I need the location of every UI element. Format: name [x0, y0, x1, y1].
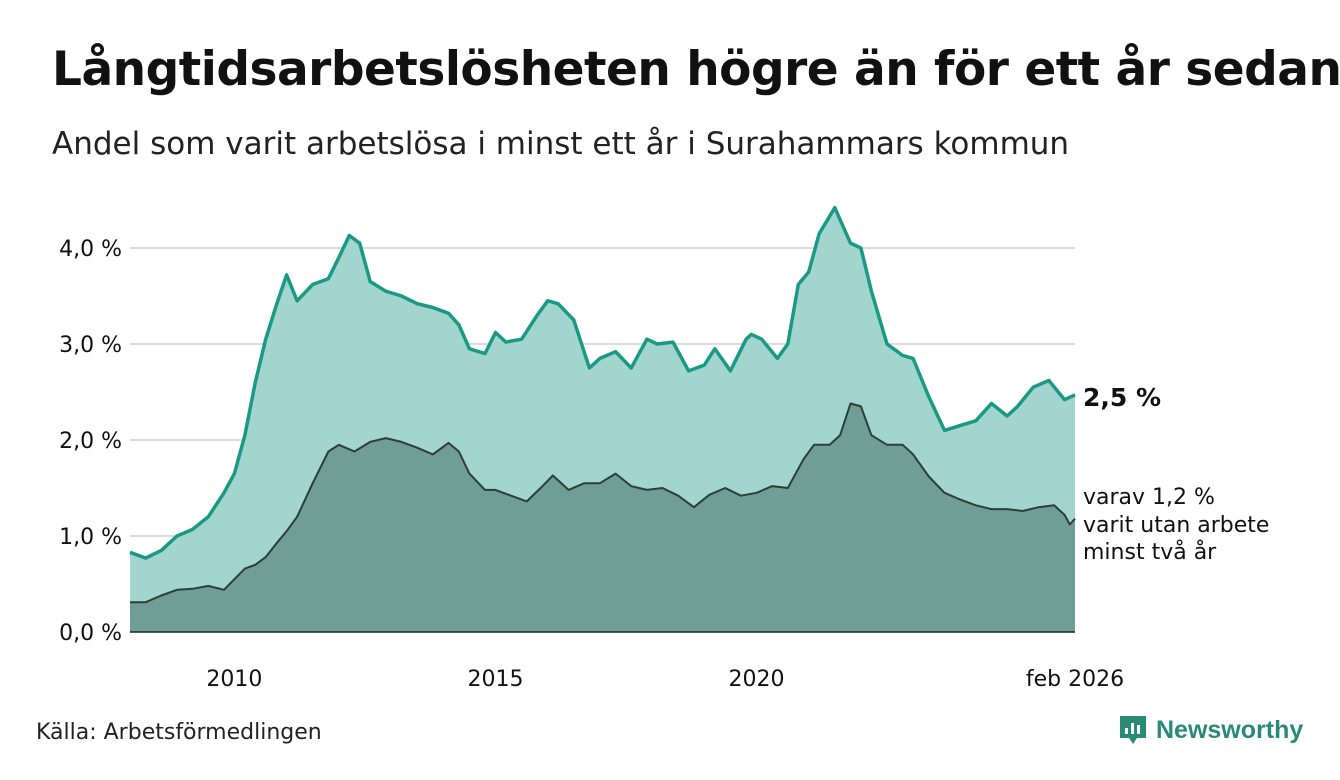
x-tick-label: 2010 [206, 667, 262, 692]
line-area-chart: 0,0 % 1,0 % 2,0 % 3,0 % 4,0 % 2010 2015 2020 fe… [59, 205, 1269, 692]
newsworthy-brand: Newsworthy [1118, 714, 1303, 746]
x-axis-tick-labels: 2010 2015 2020 feb 2026 [206, 667, 1124, 692]
y-tick-label: 0,0 % [59, 621, 122, 646]
y-tick-label: 1,0 % [59, 525, 122, 550]
end-label-two-year: varav 1,2 % varit utan arbete minst två … [1083, 485, 1269, 565]
y-tick-label: 3,0 % [59, 333, 122, 358]
x-tick-label: 2020 [729, 667, 785, 692]
chart-subtitle: Andel som varit arbetslösa i minst ett å… [52, 126, 1070, 162]
x-tick-label: feb 2026 [1026, 667, 1124, 692]
y-tick-label: 2,0 % [59, 429, 122, 454]
line-two-year-unemployment [130, 402, 1076, 604]
area-two-year-unemployment [130, 403, 1075, 632]
y-axis-tick-labels: 0,0 % 1,0 % 2,0 % 3,0 % 4,0 % [59, 237, 122, 646]
y-tick-label: 4,0 % [59, 237, 122, 262]
source-note: Källa: Arbetsförmedlingen [36, 720, 322, 745]
chart-title: Långtidsarbetslösheten högre än för ett … [52, 42, 1340, 97]
newsworthy-logo-icon [1120, 716, 1146, 744]
brand-name: Newsworthy [1156, 715, 1304, 744]
end-label-two-year-line-2: varit utan arbete [1083, 513, 1269, 538]
line-long-term-unemployment [129, 205, 1076, 560]
x-tick-label: 2015 [467, 667, 523, 692]
end-value-label: 2,5 % [1083, 383, 1161, 412]
end-label-two-year-line-3: minst två år [1083, 539, 1217, 565]
end-label-two-year-line-1: varav 1,2 % [1083, 485, 1215, 510]
